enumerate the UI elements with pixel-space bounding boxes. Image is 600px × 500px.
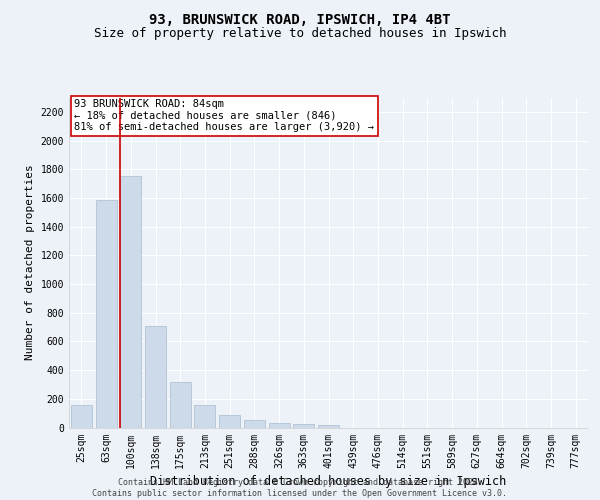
Text: 93 BRUNSWICK ROAD: 84sqm
← 18% of detached houses are smaller (846)
81% of semi-: 93 BRUNSWICK ROAD: 84sqm ← 18% of detach… bbox=[74, 99, 374, 132]
Bar bbox=[194, 404, 215, 427]
Text: Contains HM Land Registry data © Crown copyright and database right 2024.
Contai: Contains HM Land Registry data © Crown c… bbox=[92, 478, 508, 498]
Bar bbox=[318, 424, 339, 428]
Bar bbox=[293, 424, 314, 428]
Text: 93, BRUNSWICK ROAD, IPSWICH, IP4 4BT: 93, BRUNSWICK ROAD, IPSWICH, IP4 4BT bbox=[149, 12, 451, 26]
Bar bbox=[269, 423, 290, 428]
Bar bbox=[71, 406, 92, 427]
Bar bbox=[95, 200, 116, 428]
Y-axis label: Number of detached properties: Number of detached properties bbox=[25, 164, 35, 360]
Bar bbox=[145, 326, 166, 428]
Bar bbox=[219, 416, 240, 428]
X-axis label: Distribution of detached houses by size in Ipswich: Distribution of detached houses by size … bbox=[151, 474, 506, 488]
Bar bbox=[244, 420, 265, 428]
Bar bbox=[120, 176, 141, 428]
Text: Size of property relative to detached houses in Ipswich: Size of property relative to detached ho… bbox=[94, 28, 506, 40]
Bar bbox=[170, 382, 191, 428]
